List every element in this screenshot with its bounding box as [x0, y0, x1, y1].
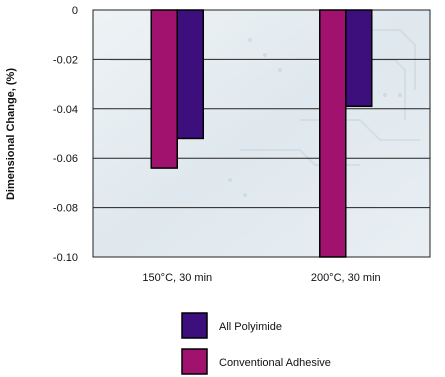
y-axis-label: Dimensional Change, (%) [5, 68, 17, 200]
plot-area [92, 9, 431, 258]
y-tick-label: -0.08 [53, 203, 78, 215]
bar [345, 9, 373, 108]
bar [176, 9, 204, 140]
x-axis-categories: 150°C, 30 min 200°C, 30 min [142, 272, 380, 284]
x-category-label: 150°C, 30 min [142, 272, 212, 284]
y-tick-label: -0.10 [53, 252, 78, 264]
bar [319, 9, 347, 258]
y-tick-label: 0 [72, 5, 78, 17]
legend-label: All Polyimide [219, 321, 282, 333]
y-tick-label: -0.02 [53, 54, 78, 66]
bars [150, 9, 373, 258]
legend-label: Conventional Adhesive [219, 357, 331, 369]
legend: All Polyimide Conventional Adhesive [181, 312, 331, 375]
legend-swatch [181, 312, 208, 339]
y-axis-ticks: 0 -0.02 -0.04 -0.06 -0.08 -0.10 [53, 5, 78, 264]
y-tick-label: -0.04 [53, 104, 78, 116]
x-category-label: 200°C, 30 min [311, 272, 381, 284]
gridlines [93, 58, 430, 209]
plot-background [92, 9, 431, 258]
legend-swatch [181, 348, 208, 375]
bar [150, 9, 178, 169]
y-tick-label: -0.06 [53, 153, 78, 165]
